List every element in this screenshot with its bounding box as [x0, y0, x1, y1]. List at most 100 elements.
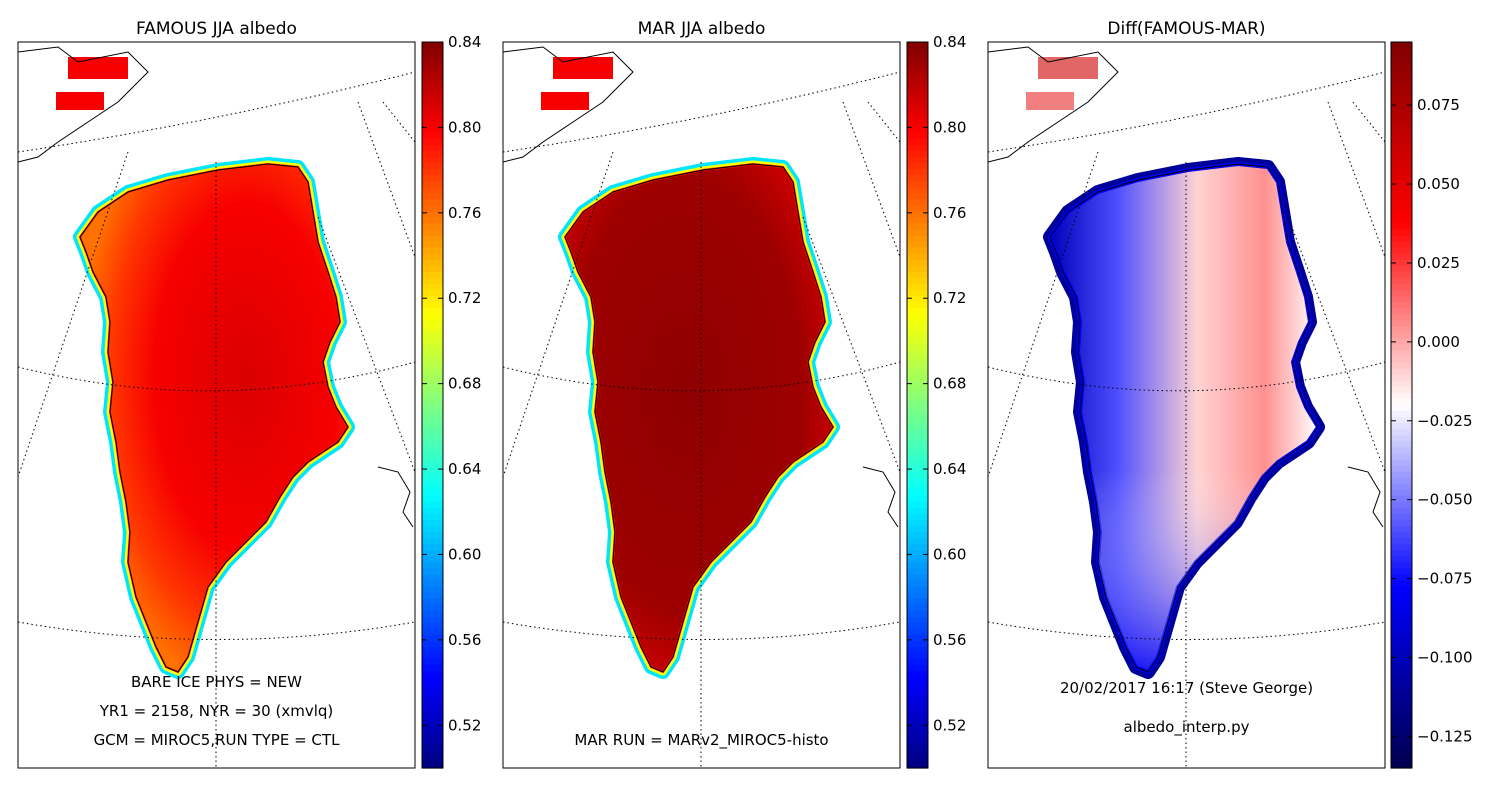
ice-sheet: [563, 162, 835, 674]
coastline: [564, 163, 834, 673]
colorbar-tick-label: 0.68: [448, 375, 481, 393]
colorbar-segment: [1391, 749, 1412, 757]
colorbar-segment: [907, 453, 928, 461]
colorbar-segment: [422, 138, 443, 146]
colorbar-segment: [422, 320, 443, 327]
colorbar-segment: [1391, 271, 1412, 279]
colorbar-segment: [422, 344, 443, 352]
colorbar-segment: [422, 598, 443, 606]
colorbar-segment: [907, 640, 928, 648]
colorbar-segment: [907, 66, 928, 73]
colorbar-segment: [907, 362, 928, 370]
colorbar-segment: [422, 737, 443, 745]
colorbar-segment: [1391, 120, 1412, 128]
colorbar-segment: [1391, 459, 1412, 467]
colorbar: 0.84 0.80 0.76 0.72 0.68 0.64 0.60 0.56 0.52: [906, 33, 966, 769]
colorbar-segment: [422, 144, 443, 152]
colorbar-segment: [1391, 132, 1412, 140]
colorbar-segment: [422, 259, 443, 267]
colorbar-segment: [1391, 102, 1412, 110]
map-panel: 20/02/2017 16:17 (Steve George) albedo_in…: [987, 41, 1386, 769]
colorbar-segment: [1391, 187, 1412, 194]
cap-block: [553, 57, 613, 79]
colorbar-segment: [907, 247, 928, 255]
colorbar-segment: [907, 205, 928, 212]
colorbar-segment: [422, 120, 443, 128]
colorbar-segment: [907, 181, 928, 188]
colorbar-tick-label: 0.68: [933, 375, 966, 393]
colorbar-segment: [422, 725, 443, 733]
colorbar-segment: [1391, 392, 1412, 400]
colorbar-segment: [1391, 550, 1412, 557]
colorbar-segment: [907, 725, 928, 733]
colorbar-segment: [907, 665, 928, 672]
colorbar-segment: [907, 392, 928, 400]
colorbar-segment: [907, 84, 928, 91]
colorbar-segment: [1391, 713, 1412, 721]
colorbar-tick-label: −0.075: [1417, 570, 1473, 588]
colorbar-segment: [907, 519, 928, 527]
colorbar-segment: [907, 447, 928, 454]
colorbar-segment: [907, 737, 928, 745]
colorbar-segment: [907, 659, 928, 666]
colorbar-segment: [422, 326, 443, 333]
colorbar-segment: [907, 731, 928, 739]
colorbar-segment: [1391, 677, 1412, 684]
colorbar-segment: [422, 271, 443, 279]
colorbar-segment: [1391, 223, 1412, 231]
colorbar-tick-label: 0.050: [1417, 175, 1460, 193]
colorbar-segment: [422, 150, 443, 158]
colorbar-segment: [907, 199, 928, 206]
colorbar-segment: [422, 683, 443, 690]
colorbar-segment: [1391, 683, 1412, 690]
colorbar-segment: [1391, 671, 1412, 678]
colorbar-segment: [422, 338, 443, 346]
colorbar-segment: [1391, 707, 1412, 715]
colorbar-tick-label: 0.64: [448, 460, 481, 478]
colorbar-segment: [1391, 163, 1412, 170]
colorbar-segment: [1391, 374, 1412, 382]
colorbar-segment: [907, 150, 928, 158]
colorbar-segment: [907, 163, 928, 170]
colorbar-segment: [907, 598, 928, 606]
colorbar-segment: [907, 562, 928, 569]
colorbar-segment: [422, 308, 443, 315]
colorbar-segment: [1391, 701, 1412, 709]
colorbar-segment: [907, 653, 928, 660]
colorbar-segment: [1391, 501, 1412, 509]
colorbar-segment: [907, 544, 928, 551]
colorbar-segment: [1391, 259, 1412, 267]
colorbar-segment: [422, 126, 443, 134]
colorbar-segment: [907, 290, 928, 297]
longitude-line: [382, 101, 415, 143]
colorbar-segment: [422, 72, 443, 79]
colorbar-segment: [422, 755, 443, 763]
colorbar-segment: [422, 96, 443, 104]
colorbar-segment: [1391, 108, 1412, 116]
colorbar-segment: [422, 610, 443, 618]
colorbar-segment: [907, 144, 928, 152]
colorbar-segment: [1391, 284, 1412, 291]
colorbar-tick-label: 0.80: [448, 118, 481, 136]
colorbar-segment: [422, 211, 443, 219]
colorbar-tick-label: 0.72: [933, 289, 966, 307]
colorbar-segment: [907, 604, 928, 612]
panel-annotation: albedo_interp.py: [1124, 718, 1250, 737]
colorbar-segment: [1391, 338, 1412, 346]
colorbar-segment: [907, 108, 928, 116]
coastline: [1049, 163, 1319, 673]
colorbar-segment: [1391, 483, 1412, 491]
colorbar-segment: [422, 332, 443, 340]
colorbar-segment: [422, 374, 443, 382]
colorbar-segment: [907, 622, 928, 630]
colorbar-segment: [422, 453, 443, 461]
cap-block: [56, 92, 104, 110]
colorbar-segment: [422, 223, 443, 231]
longitude-line: [867, 101, 900, 143]
colorbar-segment: [1391, 495, 1412, 503]
colorbar-segment: [907, 574, 928, 582]
colorbar-segment: [422, 114, 443, 122]
colorbar-segment: [1391, 616, 1412, 624]
colorbar-segment: [907, 689, 928, 696]
colorbar-segment: [907, 501, 928, 509]
